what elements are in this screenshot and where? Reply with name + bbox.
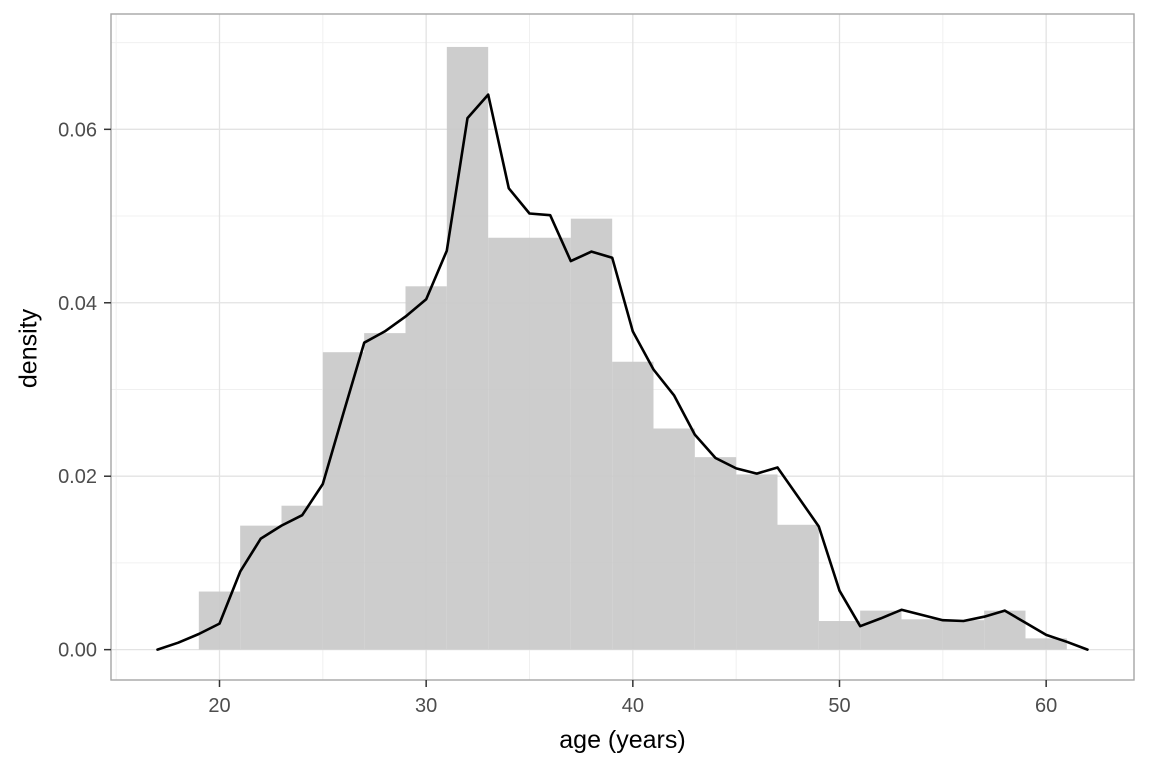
histogram-bar (322, 352, 365, 650)
y-tick-label: 0.04 (58, 293, 97, 315)
density-curve (156, 93, 1089, 651)
histogram-bar (818, 621, 861, 650)
histogram-bar (240, 525, 282, 650)
histogram-bar (860, 610, 902, 650)
panel-border (110, 13, 1135, 681)
x-tick-label: 40 (622, 695, 644, 717)
histogram-bar (942, 620, 985, 650)
histogram-bar (612, 361, 654, 650)
histogram-bar (405, 286, 447, 650)
y-tick-label: 0.02 (58, 466, 97, 488)
x-tick-label: 50 (828, 695, 850, 717)
histogram-bar (736, 474, 778, 650)
histogram-bar (281, 505, 323, 650)
x-tick-label: 20 (208, 695, 230, 717)
x-tick-label: 60 (1035, 695, 1057, 717)
histogram-bar (694, 457, 737, 650)
histogram-bar (364, 333, 406, 650)
y-axis-title: density (14, 308, 43, 389)
histogram-bar (529, 237, 571, 650)
histogram-bar (570, 218, 613, 650)
x-axis-title: age (years) (559, 726, 686, 754)
y-tick-label: 0.00 (58, 640, 97, 662)
histogram-bar (901, 619, 943, 650)
histogram-bar (446, 46, 489, 650)
histogram-bar (653, 428, 695, 650)
x-tick-label: 30 (415, 695, 437, 717)
histogram-bar (1025, 638, 1067, 650)
histogram-bar (777, 524, 819, 650)
y-tick-label: 0.06 (58, 119, 97, 141)
histogram-bar (984, 610, 1026, 650)
histogram-bar (488, 237, 530, 650)
